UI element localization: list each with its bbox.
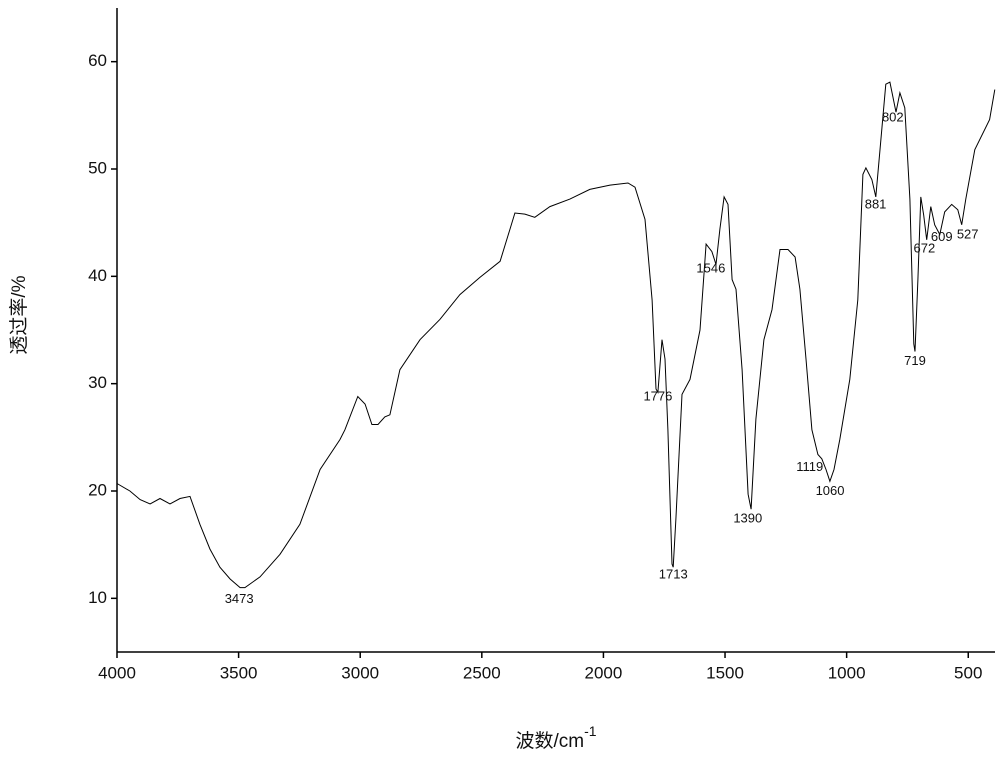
- peak-label: 1390: [733, 511, 762, 526]
- peak-label: 672: [914, 240, 936, 255]
- peak-label: 881: [865, 196, 887, 211]
- x-axis-title: 波数/cm-1: [515, 723, 596, 752]
- peak-label: 802: [882, 110, 904, 125]
- y-axis-title: 透过率/%: [8, 275, 30, 354]
- x-axis-title-main: 波数/cm: [515, 730, 584, 752]
- y-tick-label: 40: [88, 266, 107, 285]
- x-axis-title-superscript: -1: [584, 723, 597, 739]
- peak-label: 1546: [696, 261, 725, 276]
- peak-label: 1713: [659, 567, 688, 582]
- y-tick-label: 30: [88, 373, 107, 392]
- peak-label: 3473: [225, 591, 254, 606]
- x-tick-label: 1500: [706, 663, 744, 682]
- peak-label: 719: [904, 353, 926, 368]
- y-tick-label: 20: [88, 480, 107, 499]
- y-tick-label: 10: [88, 588, 107, 607]
- x-tick-label: 3500: [220, 663, 258, 682]
- y-tick-label: 50: [88, 158, 107, 177]
- x-tick-label: 2000: [585, 663, 623, 682]
- x-tick-label: 3000: [341, 663, 379, 682]
- peak-label: 1776: [643, 389, 672, 404]
- peak-label: 527: [957, 226, 979, 241]
- peak-label: 1119: [796, 459, 823, 474]
- peak-label: 609: [931, 229, 953, 244]
- spectrum-line: [116, 81, 996, 589]
- x-tick-label: 1000: [828, 663, 866, 682]
- x-tick-label: 500: [954, 663, 982, 682]
- x-tick-label: 2500: [463, 663, 501, 682]
- peak-label: 1060: [816, 483, 845, 498]
- x-tick-label: 4000: [98, 663, 136, 682]
- y-tick-label: 60: [88, 51, 107, 70]
